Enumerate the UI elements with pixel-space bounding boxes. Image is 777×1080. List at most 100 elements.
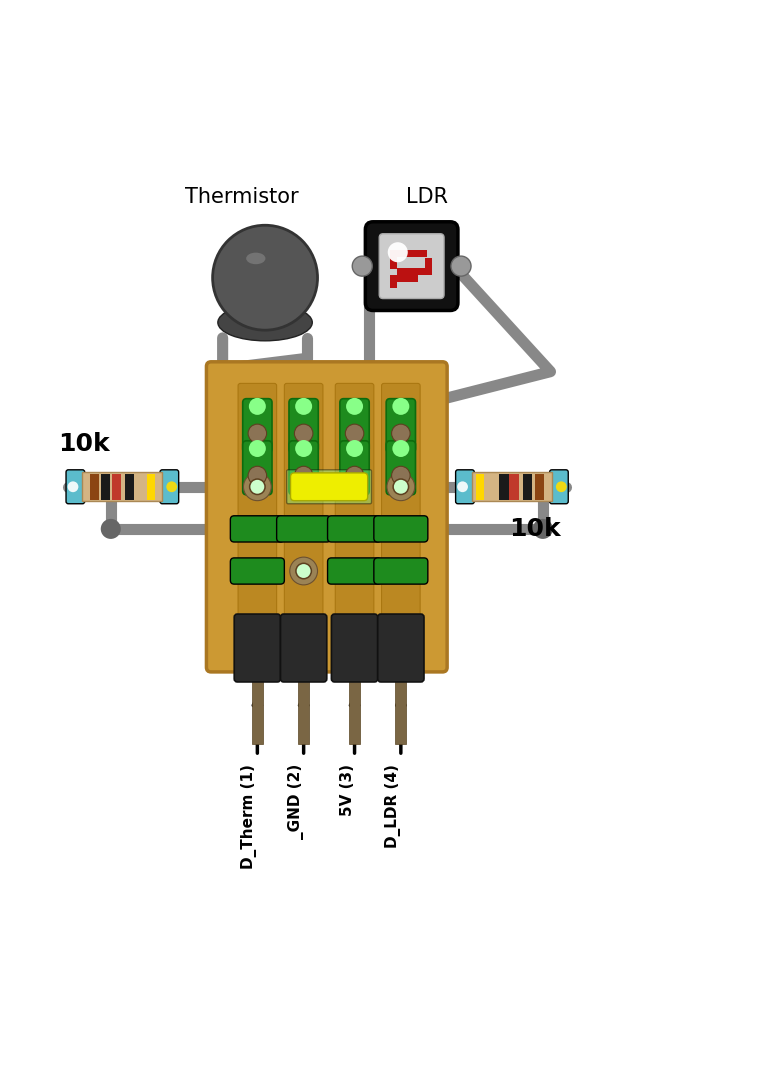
Ellipse shape (218, 305, 312, 341)
Bar (125, 474, 134, 500)
FancyBboxPatch shape (340, 441, 369, 495)
Circle shape (533, 518, 552, 539)
FancyBboxPatch shape (332, 615, 378, 681)
FancyBboxPatch shape (277, 516, 331, 542)
Circle shape (392, 478, 409, 496)
Circle shape (250, 480, 264, 494)
Circle shape (392, 424, 410, 443)
FancyBboxPatch shape (386, 399, 416, 453)
Circle shape (295, 397, 312, 415)
FancyBboxPatch shape (378, 615, 424, 681)
Circle shape (394, 480, 408, 494)
FancyBboxPatch shape (365, 221, 458, 310)
FancyBboxPatch shape (291, 473, 368, 501)
FancyBboxPatch shape (230, 558, 284, 584)
Circle shape (290, 557, 318, 585)
FancyBboxPatch shape (335, 383, 374, 650)
FancyBboxPatch shape (160, 470, 179, 503)
Circle shape (350, 363, 358, 370)
Circle shape (352, 256, 372, 276)
Bar (395, 660, 406, 744)
FancyBboxPatch shape (379, 233, 444, 298)
Ellipse shape (246, 253, 266, 265)
Circle shape (101, 476, 120, 497)
Circle shape (451, 256, 471, 276)
Text: D_Therm (1): D_Therm (1) (242, 764, 257, 868)
FancyBboxPatch shape (284, 383, 323, 650)
Bar (101, 474, 110, 500)
Text: 10k: 10k (58, 432, 110, 457)
FancyBboxPatch shape (374, 558, 428, 584)
Circle shape (213, 226, 318, 330)
FancyBboxPatch shape (238, 383, 277, 650)
Circle shape (392, 397, 409, 415)
Bar (390, 281, 397, 287)
FancyBboxPatch shape (382, 383, 420, 650)
FancyBboxPatch shape (207, 362, 447, 672)
FancyBboxPatch shape (280, 615, 327, 681)
FancyBboxPatch shape (549, 470, 568, 503)
Text: D_LDR (4): D_LDR (4) (385, 764, 401, 848)
Bar (425, 258, 432, 275)
Bar (390, 249, 427, 257)
Text: LDR: LDR (406, 187, 448, 206)
Bar (510, 474, 519, 500)
Circle shape (68, 482, 78, 492)
Bar (90, 474, 99, 500)
FancyBboxPatch shape (234, 615, 280, 681)
Circle shape (243, 473, 271, 501)
Circle shape (533, 476, 552, 497)
Circle shape (392, 440, 409, 457)
FancyBboxPatch shape (328, 516, 382, 542)
Bar (349, 660, 360, 744)
Circle shape (294, 424, 313, 443)
Circle shape (346, 397, 363, 415)
Bar (500, 474, 509, 500)
Bar (112, 474, 121, 500)
FancyBboxPatch shape (242, 441, 272, 495)
Circle shape (101, 518, 120, 539)
Bar (252, 660, 263, 744)
Text: 5V (3): 5V (3) (340, 764, 354, 815)
Circle shape (556, 482, 566, 492)
FancyBboxPatch shape (374, 516, 428, 542)
FancyBboxPatch shape (455, 470, 474, 503)
Bar (523, 474, 531, 500)
Bar (82, 472, 162, 501)
Bar (476, 474, 483, 500)
Circle shape (297, 564, 311, 578)
Bar (472, 472, 552, 501)
FancyBboxPatch shape (289, 399, 319, 453)
Bar (390, 274, 418, 282)
Bar (390, 257, 397, 269)
Bar (535, 474, 544, 500)
Circle shape (300, 363, 308, 370)
FancyBboxPatch shape (340, 399, 369, 453)
Bar (298, 660, 309, 744)
FancyBboxPatch shape (287, 470, 371, 503)
Circle shape (249, 397, 266, 415)
Circle shape (346, 440, 363, 457)
Circle shape (294, 467, 313, 485)
Circle shape (387, 473, 415, 501)
Bar (397, 269, 425, 275)
Circle shape (249, 478, 266, 496)
FancyBboxPatch shape (386, 441, 416, 495)
Circle shape (345, 467, 364, 485)
Circle shape (295, 440, 312, 457)
FancyBboxPatch shape (289, 441, 319, 495)
Circle shape (388, 242, 408, 262)
Circle shape (345, 424, 364, 443)
Text: Thermistor: Thermistor (185, 187, 298, 206)
Circle shape (248, 467, 267, 485)
Circle shape (166, 482, 177, 492)
FancyBboxPatch shape (230, 516, 284, 542)
FancyBboxPatch shape (328, 558, 382, 584)
Text: 10k: 10k (509, 517, 561, 541)
FancyBboxPatch shape (66, 470, 85, 503)
Circle shape (295, 563, 312, 580)
Circle shape (392, 467, 410, 485)
Circle shape (249, 440, 266, 457)
Bar (147, 474, 155, 500)
FancyBboxPatch shape (242, 399, 272, 453)
